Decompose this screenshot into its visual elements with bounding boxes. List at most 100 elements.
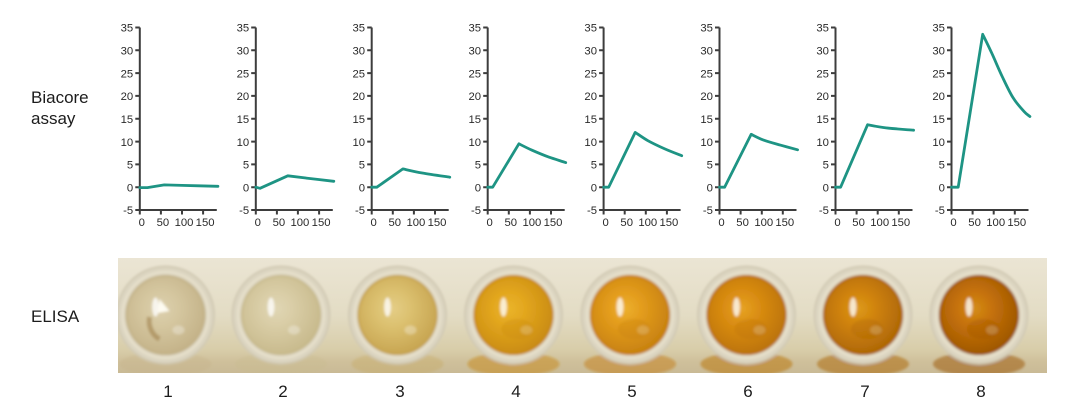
svg-text:0: 0: [371, 217, 377, 229]
svg-text:5: 5: [243, 160, 249, 172]
svg-text:5: 5: [939, 160, 945, 172]
svg-text:25: 25: [469, 68, 482, 80]
svg-text:5: 5: [127, 160, 133, 172]
svg-text:150: 150: [891, 217, 910, 229]
svg-text:0: 0: [591, 182, 597, 194]
svg-text:20: 20: [584, 91, 597, 103]
svg-text:25: 25: [121, 68, 134, 80]
svg-text:25: 25: [584, 68, 597, 80]
svg-text:0: 0: [602, 217, 608, 229]
svg-text:35: 35: [816, 23, 829, 35]
svg-text:35: 35: [700, 23, 713, 35]
svg-text:150: 150: [544, 217, 563, 229]
svg-text:10: 10: [584, 137, 597, 149]
svg-text:30: 30: [121, 46, 134, 58]
svg-text:10: 10: [469, 137, 482, 149]
svg-text:35: 35: [121, 23, 134, 35]
svg-text:10: 10: [237, 137, 250, 149]
svg-text:15: 15: [237, 114, 250, 126]
svg-text:30: 30: [584, 46, 597, 58]
svg-text:35: 35: [469, 23, 482, 35]
svg-text:30: 30: [469, 46, 482, 58]
svg-text:10: 10: [700, 137, 713, 149]
svg-text:20: 20: [700, 91, 713, 103]
svg-text:0: 0: [834, 217, 840, 229]
svg-text:25: 25: [237, 68, 250, 80]
svg-text:15: 15: [469, 114, 482, 126]
svg-text:30: 30: [700, 46, 713, 58]
svg-text:15: 15: [816, 114, 829, 126]
svg-text:25: 25: [932, 68, 945, 80]
svg-text:30: 30: [237, 46, 250, 58]
svg-text:0: 0: [823, 182, 829, 194]
svg-text:5: 5: [359, 160, 365, 172]
svg-text:5: 5: [707, 160, 713, 172]
svg-text:0: 0: [718, 217, 724, 229]
svg-text:35: 35: [237, 23, 250, 35]
svg-text:0: 0: [475, 182, 481, 194]
svg-text:100: 100: [406, 217, 425, 229]
svg-text:-5: -5: [355, 205, 365, 217]
svg-text:15: 15: [932, 114, 945, 126]
svg-text:0: 0: [127, 182, 133, 194]
svg-text:15: 15: [353, 114, 366, 126]
svg-text:100: 100: [870, 217, 889, 229]
svg-text:20: 20: [816, 91, 829, 103]
svg-text:25: 25: [816, 68, 829, 80]
svg-text:10: 10: [816, 137, 829, 149]
svg-text:15: 15: [700, 114, 713, 126]
svg-text:150: 150: [659, 217, 678, 229]
svg-text:35: 35: [584, 23, 597, 35]
svg-text:0: 0: [939, 182, 945, 194]
svg-text:150: 150: [1007, 217, 1026, 229]
svg-text:15: 15: [121, 114, 134, 126]
svg-text:25: 25: [700, 68, 713, 80]
svg-text:50: 50: [852, 217, 865, 229]
svg-text:100: 100: [522, 217, 541, 229]
svg-text:-5: -5: [587, 205, 597, 217]
svg-text:-5: -5: [703, 205, 713, 217]
svg-text:20: 20: [469, 91, 482, 103]
svg-text:10: 10: [121, 137, 134, 149]
svg-text:0: 0: [707, 182, 713, 194]
svg-text:100: 100: [986, 217, 1005, 229]
svg-text:30: 30: [816, 46, 829, 58]
svg-text:150: 150: [428, 217, 447, 229]
svg-text:100: 100: [290, 217, 309, 229]
svg-text:5: 5: [823, 160, 829, 172]
svg-text:5: 5: [591, 160, 597, 172]
svg-text:-5: -5: [123, 205, 133, 217]
svg-text:35: 35: [353, 23, 366, 35]
svg-text:50: 50: [505, 217, 518, 229]
svg-text:20: 20: [121, 91, 134, 103]
svg-text:150: 150: [775, 217, 794, 229]
svg-text:30: 30: [932, 46, 945, 58]
svg-text:0: 0: [255, 217, 261, 229]
svg-text:100: 100: [754, 217, 773, 229]
svg-text:-5: -5: [471, 205, 481, 217]
svg-text:30: 30: [353, 46, 366, 58]
svg-text:20: 20: [353, 91, 366, 103]
svg-text:35: 35: [932, 23, 945, 35]
svg-text:-5: -5: [819, 205, 829, 217]
svg-text:100: 100: [175, 217, 194, 229]
svg-text:50: 50: [620, 217, 633, 229]
svg-text:50: 50: [273, 217, 286, 229]
svg-text:20: 20: [932, 91, 945, 103]
svg-text:-5: -5: [935, 205, 945, 217]
svg-text:0: 0: [950, 217, 956, 229]
svg-text:0: 0: [487, 217, 493, 229]
svg-text:20: 20: [237, 91, 250, 103]
svg-text:150: 150: [312, 217, 331, 229]
svg-text:0: 0: [139, 217, 145, 229]
svg-text:-5: -5: [239, 205, 249, 217]
svg-text:0: 0: [359, 182, 365, 194]
svg-text:50: 50: [736, 217, 749, 229]
svg-text:10: 10: [353, 137, 366, 149]
svg-text:5: 5: [475, 160, 481, 172]
svg-text:15: 15: [584, 114, 597, 126]
svg-text:50: 50: [968, 217, 981, 229]
svg-text:50: 50: [157, 217, 170, 229]
svg-text:25: 25: [353, 68, 366, 80]
svg-text:100: 100: [638, 217, 657, 229]
